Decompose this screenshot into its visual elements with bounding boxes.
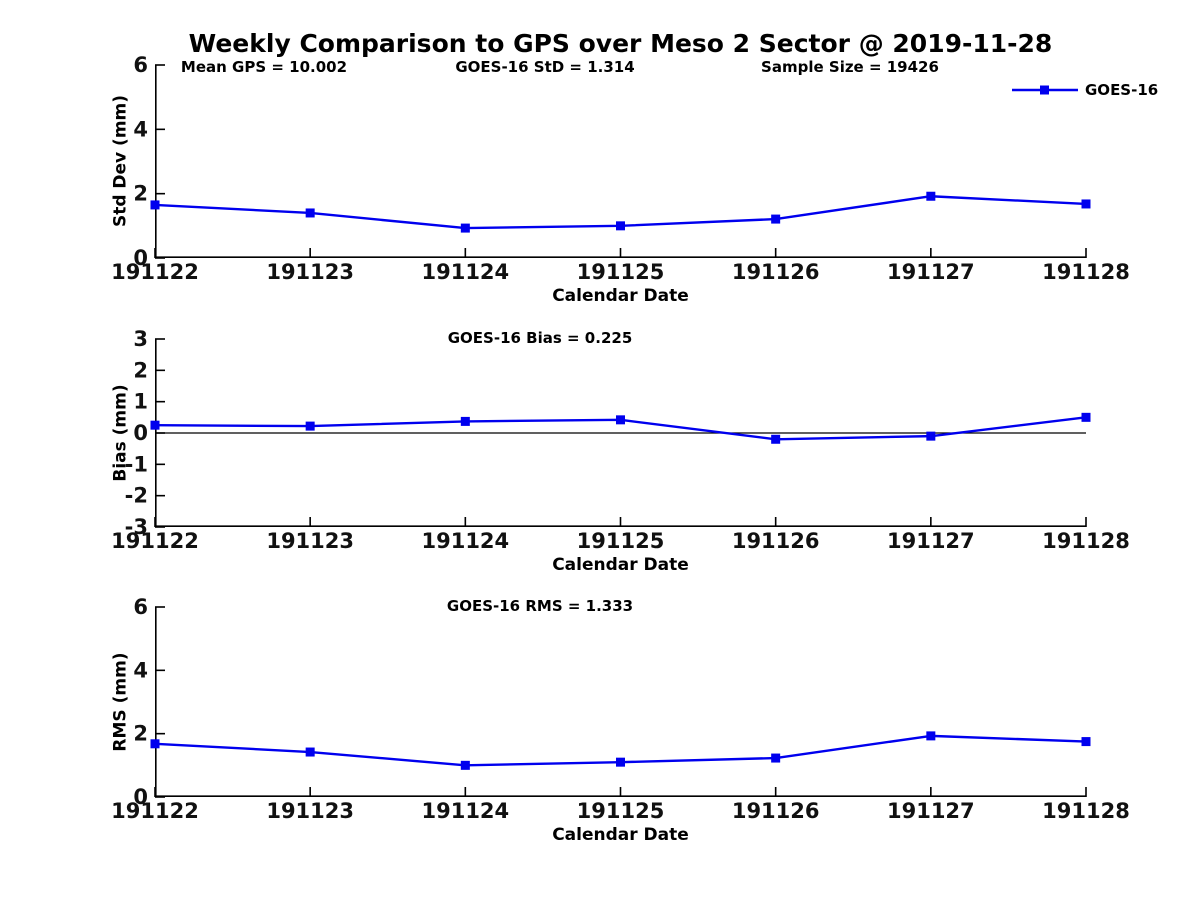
legend-label: GOES-16: [1085, 81, 1159, 99]
svg-text:191125: 191125: [577, 260, 665, 284]
svg-text:191125: 191125: [577, 799, 665, 823]
legend-marker-line-icon: [1012, 85, 1078, 95]
rms-plot: 0 2 4 6 191122 191123 191124 191125 191126 191127…: [111, 595, 1130, 823]
svg-text:191125: 191125: [577, 529, 665, 553]
std-dev-y-axis-label: Std Dev (mm): [110, 94, 131, 228]
svg-text:191123: 191123: [266, 529, 354, 553]
svg-text:4: 4: [133, 117, 148, 141]
chart-title: Weekly Comparison to GPS over Meso 2 Sec…: [188, 29, 1053, 58]
svg-text:0: 0: [133, 421, 148, 445]
svg-text:191128: 191128: [1042, 260, 1130, 284]
svg-text:191127: 191127: [887, 260, 975, 284]
std-dev-plot: 0 2 4 6 191122 191123 191124 191125 191126 191127…: [111, 53, 1130, 284]
svg-text:2: 2: [133, 722, 148, 746]
rms-x-axis-label: Calendar Date: [552, 825, 689, 845]
svg-text:191122: 191122: [111, 799, 199, 823]
svg-text:1: 1: [133, 390, 148, 414]
svg-text:3: 3: [133, 327, 148, 351]
svg-text:191124: 191124: [421, 260, 509, 284]
svg-text:191124: 191124: [421, 529, 509, 553]
svg-text:2: 2: [133, 182, 148, 206]
legend: GOES-16: [1012, 81, 1158, 99]
svg-text:191127: 191127: [887, 799, 975, 823]
svg-text:6: 6: [133, 53, 148, 77]
svg-text:191128: 191128: [1042, 529, 1130, 553]
svg-text:-3: -3: [125, 515, 148, 539]
svg-text:0: 0: [133, 785, 148, 809]
bias-x-axis-label: Calendar Date: [552, 555, 689, 575]
svg-text:191126: 191126: [732, 529, 820, 553]
annotation-goes16-rms: GOES-16 RMS = 1.333: [446, 597, 634, 615]
svg-text:191128: 191128: [1042, 799, 1130, 823]
annotation-mean-gps: Mean GPS = 10.002: [180, 58, 348, 76]
svg-text:191123: 191123: [266, 260, 354, 284]
annotation-sample-size: Sample Size = 19426: [761, 58, 939, 76]
annotation-goes16-bias: GOES-16 Bias = 0.225: [447, 329, 633, 347]
svg-text:191126: 191126: [732, 260, 820, 284]
svg-text:6: 6: [133, 595, 148, 619]
svg-text:2: 2: [133, 358, 148, 382]
svg-text:0: 0: [133, 246, 148, 270]
bias-plot: -3 -2 -1 0 1 2 3 191122 191123 191124 191125 191126…: [111, 327, 1130, 553]
rms-y-axis-label: RMS (mm): [110, 652, 131, 752]
svg-text:191123: 191123: [266, 799, 354, 823]
svg-text:191122: 191122: [111, 260, 199, 284]
svg-text:191127: 191127: [887, 529, 975, 553]
annotation-goes16-std: GOES-16 StD = 1.314: [455, 58, 635, 76]
svg-text:-1: -1: [125, 452, 148, 476]
svg-text:191126: 191126: [732, 799, 820, 823]
svg-text:-2: -2: [125, 484, 148, 508]
svg-text:191122: 191122: [111, 529, 199, 553]
svg-text:4: 4: [133, 658, 148, 682]
std-dev-x-axis-label: Calendar Date: [552, 286, 689, 306]
svg-text:191124: 191124: [421, 799, 509, 823]
